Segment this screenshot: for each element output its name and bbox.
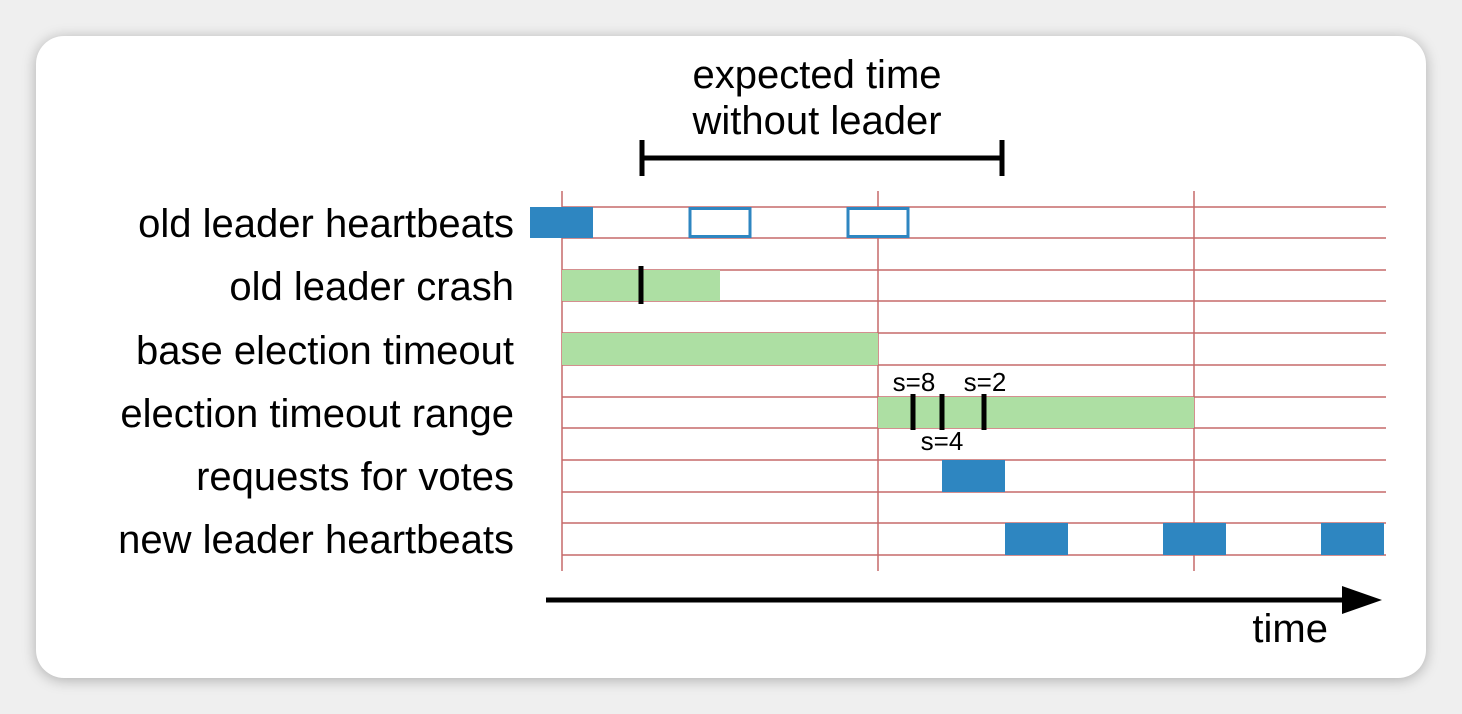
- caption-line-1: expected time: [692, 53, 941, 97]
- time-axis-label: time: [1252, 607, 1328, 651]
- new-heartbeat-2: [1163, 523, 1226, 555]
- row-label-old-leader-crash: old leader crash: [229, 265, 514, 309]
- old-heartbeat-solid: [530, 207, 593, 238]
- request-votes-block: [942, 460, 1005, 492]
- row-label-election-timeout-range: election timeout range: [120, 392, 514, 436]
- expected-time-bracket: [639, 140, 1005, 176]
- time-axis-arrow-head: [1342, 586, 1382, 614]
- new-heartbeat-1: [1005, 523, 1068, 555]
- row-label-old-leader-heartbeats: old leader heartbeats: [138, 202, 514, 246]
- diagram-card: expected time without leader: [36, 36, 1426, 678]
- row-label-base-election-timeout: base election timeout: [136, 329, 514, 373]
- sample-label-s2: s=2: [964, 367, 1007, 397]
- caption-line-2: without leader: [691, 99, 941, 143]
- sample-label-s8: s=8: [893, 367, 936, 397]
- raft-election-timeline: expected time without leader: [118, 53, 1386, 651]
- old-heartbeat-missed-1: [688, 207, 752, 238]
- new-heartbeat-3: [1321, 523, 1384, 555]
- row-label-requests-for-votes: requests for votes: [196, 455, 514, 499]
- old-heartbeat-missed-2: [846, 207, 910, 238]
- base-timeout-bar: [562, 333, 878, 365]
- sample-label-s4: s=4: [921, 426, 964, 456]
- row-label-new-leader-heartbeats: new leader heartbeats: [118, 518, 514, 562]
- timeout-range-bar: [878, 397, 1194, 428]
